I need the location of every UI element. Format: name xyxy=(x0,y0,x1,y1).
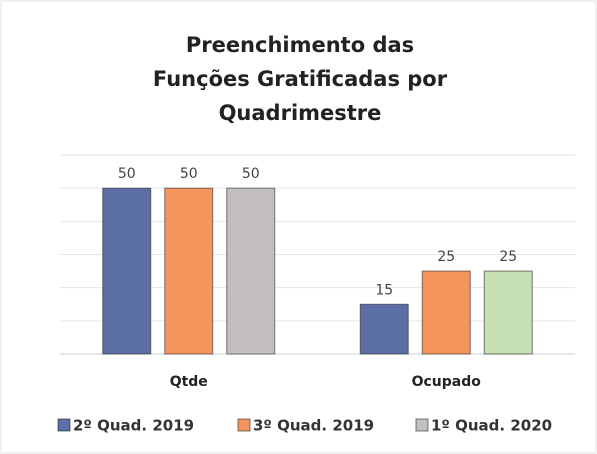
chart-title: Funções Gratificadas por xyxy=(153,67,448,91)
chart-title: Quadrimestre xyxy=(219,101,382,125)
x-tick-label: Ocupado xyxy=(412,374,482,390)
bar xyxy=(226,187,276,355)
chart-title: Preenchimento das xyxy=(186,33,414,57)
legend-label: 1º Quad. 2020 xyxy=(431,417,552,435)
legend-label: 3º Quad. 2019 xyxy=(253,417,374,435)
legend-swatch xyxy=(57,418,71,432)
data-label: 50 xyxy=(180,166,198,182)
legend-swatch xyxy=(415,418,429,432)
bar xyxy=(164,187,214,355)
data-label: 25 xyxy=(437,249,455,265)
legend-swatch xyxy=(237,418,251,432)
bar xyxy=(359,303,409,355)
data-label: 50 xyxy=(118,166,136,182)
data-label: 50 xyxy=(242,166,260,182)
bar xyxy=(102,187,152,355)
data-label: 15 xyxy=(375,282,393,298)
x-tick-label: Qtde xyxy=(170,374,208,390)
data-label: 25 xyxy=(499,249,517,265)
bar xyxy=(483,270,533,355)
bar xyxy=(421,270,471,355)
legend-label: 2º Quad. 2019 xyxy=(73,417,194,435)
